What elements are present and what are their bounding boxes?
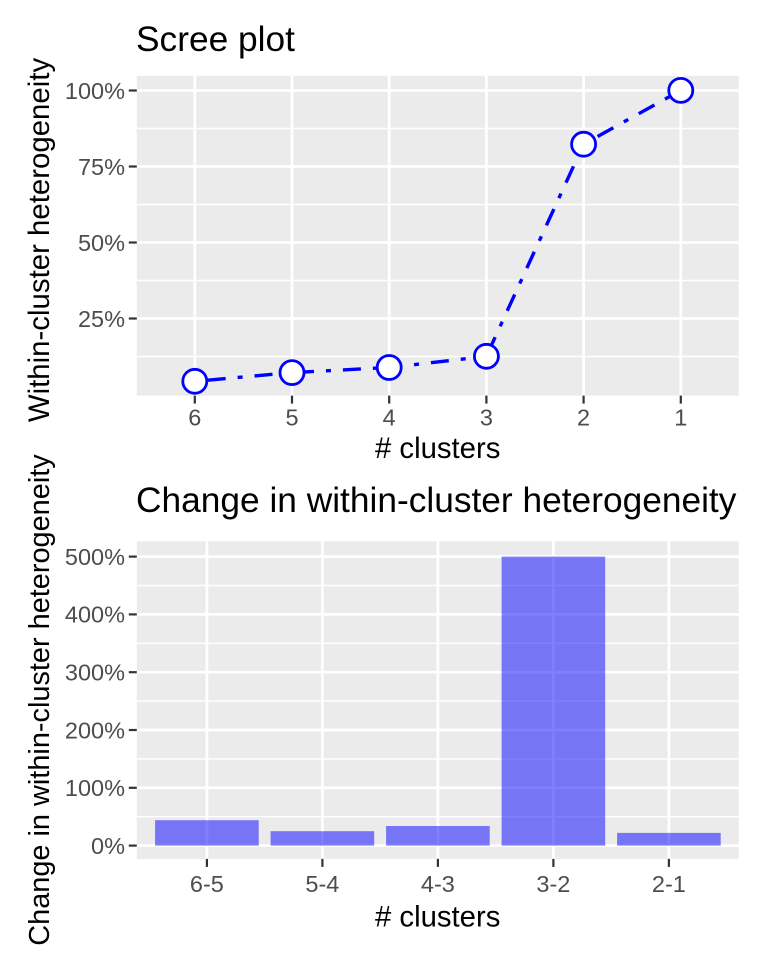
svg-text:100%: 100%	[65, 775, 125, 801]
svg-text:Scree plot: Scree plot	[136, 20, 295, 59]
svg-text:Change in within-cluster heter: Change in within-cluster heterogeneity	[24, 454, 56, 946]
svg-text:3-2: 3-2	[536, 871, 570, 897]
svg-text:5-4: 5-4	[305, 871, 339, 897]
svg-text:4: 4	[383, 405, 396, 431]
svg-text:# clusters: # clusters	[375, 432, 500, 465]
svg-text:Change in within-cluster heter: Change in within-cluster heterogeneity	[136, 481, 737, 520]
svg-text:3: 3	[480, 405, 493, 431]
svg-text:6: 6	[188, 405, 201, 431]
svg-text:# clusters: # clusters	[375, 901, 500, 934]
svg-text:300%: 300%	[65, 660, 125, 686]
svg-text:1: 1	[674, 405, 687, 431]
svg-text:2-1: 2-1	[652, 871, 686, 897]
svg-text:5: 5	[285, 405, 298, 431]
svg-text:2: 2	[577, 405, 590, 431]
svg-text:400%: 400%	[65, 602, 125, 628]
svg-text:100%: 100%	[65, 78, 125, 104]
svg-text:6-5: 6-5	[190, 871, 224, 897]
svg-text:25%: 25%	[78, 306, 125, 332]
svg-text:4-3: 4-3	[421, 871, 455, 897]
svg-text:50%: 50%	[78, 230, 125, 256]
svg-text:75%: 75%	[78, 154, 125, 180]
svg-text:0%: 0%	[91, 833, 125, 859]
svg-text:200%: 200%	[65, 717, 125, 743]
svg-text:Within-cluster heterogeneity: Within-cluster heterogeneity	[23, 58, 56, 423]
svg-text:500%: 500%	[65, 544, 125, 570]
